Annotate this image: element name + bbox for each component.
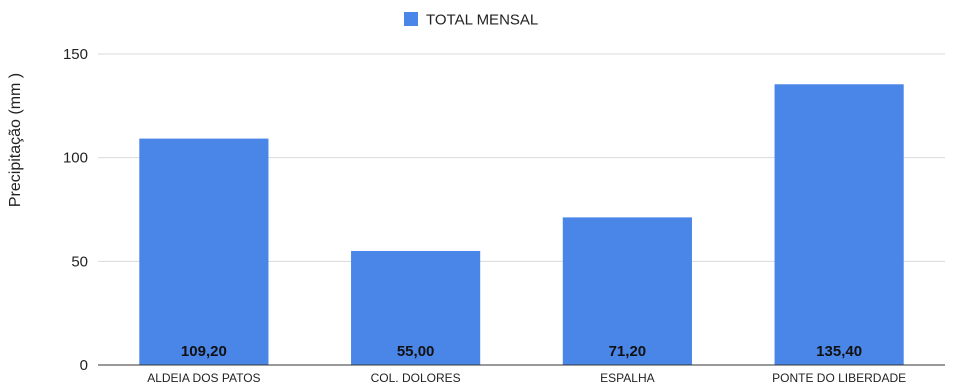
y-tick-label: 150 — [63, 46, 88, 63]
legend-label: TOTAL MENSAL — [426, 12, 538, 29]
legend-swatch — [404, 12, 418, 26]
bars — [139, 84, 904, 366]
bar — [774, 84, 904, 366]
data-label: 55,00 — [397, 343, 435, 360]
y-tick-labels: 0 50 100 150 — [63, 46, 88, 374]
bar — [351, 250, 481, 365]
y-tick-label: 50 — [71, 253, 88, 270]
x-tick-label: PONTE DO LIBERDADE — [772, 371, 906, 385]
x-tick-labels: ALDEIA DOS PATOS COL. DOLORES ESPALHA PONTE… — [147, 371, 906, 385]
data-label: 109,20 — [181, 343, 227, 360]
data-label: 71,20 — [609, 343, 647, 360]
y-tick-label: 0 — [80, 357, 88, 374]
x-tick-label: COL. DOLORES — [371, 371, 461, 385]
data-labels: 109,20 55,00 71,20 135,40 — [181, 343, 862, 360]
legend: TOTAL MENSAL — [404, 12, 538, 29]
bar — [562, 217, 692, 365]
bar — [139, 138, 269, 365]
y-tick-label: 100 — [63, 150, 88, 167]
y-axis-label: Precipitação (mm ) — [7, 73, 24, 207]
x-tick-label: ESPALHA — [600, 371, 654, 385]
x-tick-label: ALDEIA DOS PATOS — [147, 371, 260, 385]
data-label: 135,40 — [816, 343, 862, 360]
